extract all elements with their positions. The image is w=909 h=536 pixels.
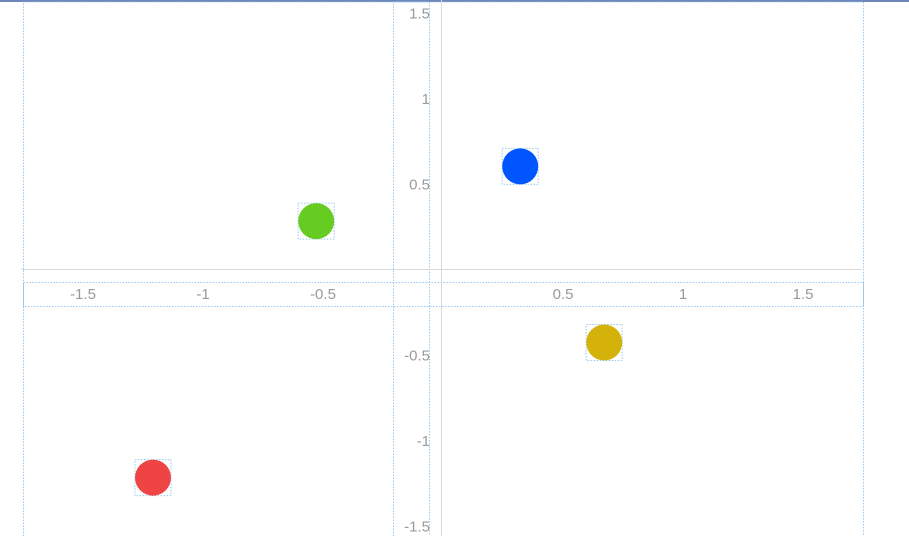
y-tick-label: -1: [417, 433, 430, 450]
x-tick-label: -1: [196, 286, 209, 303]
scatter-point[interactable]: [134, 459, 172, 497]
x-tick-labels: -1.5 -1 -0.5 0.5 1 1.5: [70, 286, 813, 303]
x-tick-label: 0.5: [553, 286, 574, 303]
x-tick-label: 1: [679, 286, 687, 303]
x-tick-label: -0.5: [310, 286, 336, 303]
y-tick-label: -0.5: [404, 348, 430, 365]
layout-guides: [23, 1, 864, 536]
y-tick-label: 0.5: [409, 177, 430, 194]
plot-area-frame: [23, 1, 864, 536]
point-marker[interactable]: [502, 148, 539, 185]
point-marker[interactable]: [135, 459, 171, 496]
data-points: [134, 147, 623, 497]
top-border: [0, 0, 909, 2]
y-tick-label: -1.5: [404, 519, 430, 536]
scatter-point[interactable]: [585, 324, 623, 362]
point-marker[interactable]: [586, 324, 623, 361]
y-tick-band-frame: [393, 1, 430, 536]
y-tick-label: 1.5: [409, 6, 430, 23]
scatter-point[interactable]: [501, 147, 539, 185]
y-tick-labels: 1.5 1 0.5 -0.5 -1 -1.5: [404, 6, 430, 536]
point-marker[interactable]: [298, 203, 335, 240]
y-tick-label: 1: [422, 91, 430, 108]
x-tick-label: 1.5: [793, 286, 814, 303]
x-tick-band-frame: [23, 282, 864, 307]
x-tick-label: -1.5: [70, 286, 96, 303]
scatter-point[interactable]: [297, 202, 335, 240]
